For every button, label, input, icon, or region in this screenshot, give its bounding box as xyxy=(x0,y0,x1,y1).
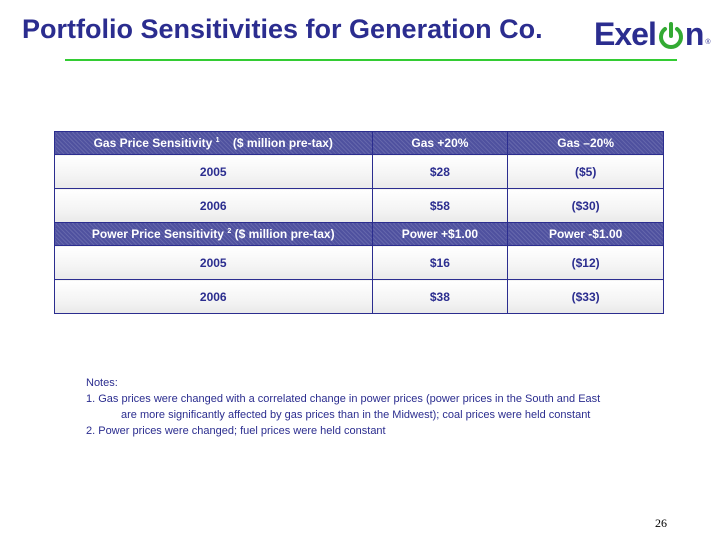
notes-heading: Notes: xyxy=(86,377,118,389)
exelon-logo: Exel n ® xyxy=(594,14,711,54)
gas-down-header: Gas –20% xyxy=(507,131,664,155)
table-row: 2005 $28 ($5) xyxy=(54,154,664,189)
logo-text-before: Exel xyxy=(594,15,657,52)
power-header-unit: ($ million pre-tax) xyxy=(231,227,335,241)
power-down-header: Power -$1.00 xyxy=(507,222,664,246)
gas-header-text: Gas Price Sensitivity xyxy=(93,136,216,150)
page-number: 26 xyxy=(655,516,667,530)
power-footnote-marker: 2 xyxy=(227,228,232,235)
note-1: 1. Gas prices were changed with a correl… xyxy=(86,393,601,405)
gas-header-unit: ($ million pre-tax) xyxy=(219,136,333,150)
table-row: 2006 $58 ($30) xyxy=(54,188,664,223)
gas-footnote-marker: 1 xyxy=(215,137,220,144)
gas-header-row: Gas Price Sensitivity 1 ($ million pre-t… xyxy=(54,131,664,155)
gas-row-up: $28 xyxy=(371,154,509,189)
power-symbol-icon xyxy=(658,22,683,49)
table-row: 2006 $38 ($33) xyxy=(54,279,664,314)
logo-text-after: n xyxy=(684,15,705,52)
title-divider xyxy=(65,59,677,61)
power-row-up: $38 xyxy=(371,279,509,314)
registered-mark: ® xyxy=(705,38,711,46)
gas-up-header: Gas +20% xyxy=(371,131,509,155)
gas-header-label: Gas Price Sensitivity 1 ($ million pre-t… xyxy=(54,131,373,155)
gas-row-up: $58 xyxy=(371,188,509,223)
power-row-year: 2005 xyxy=(54,245,373,280)
gas-row-down: ($5) xyxy=(507,154,664,189)
sensitivity-table: Gas Price Sensitivity 1 ($ million pre-t… xyxy=(54,131,664,314)
power-header-row: Power Price Sensitivity 2 ($ million pre… xyxy=(54,222,664,246)
power-header-text: Power Price Sensitivity xyxy=(91,227,228,241)
power-row-down: ($33) xyxy=(507,279,664,314)
notes-section: Notes: 1. Gas prices were changed with a… xyxy=(86,375,686,439)
slide-title: Portfolio Sensitivities for Generation C… xyxy=(22,14,543,44)
power-up-header: Power +$1.00 xyxy=(371,222,509,246)
note-2: 2. Power prices were changed; fuel price… xyxy=(86,425,386,437)
power-row-up: $16 xyxy=(371,245,509,280)
note-1-continued: are more significantly affected by gas p… xyxy=(121,409,591,421)
power-row-down: ($12) xyxy=(507,245,664,280)
power-row-year: 2006 xyxy=(54,279,373,314)
gas-row-down: ($30) xyxy=(507,188,664,223)
power-header-label: Power Price Sensitivity 2 ($ million pre… xyxy=(54,222,373,246)
gas-row-year: 2006 xyxy=(54,188,373,223)
gas-row-year: 2005 xyxy=(54,154,373,189)
table-row: 2005 $16 ($12) xyxy=(54,245,664,280)
